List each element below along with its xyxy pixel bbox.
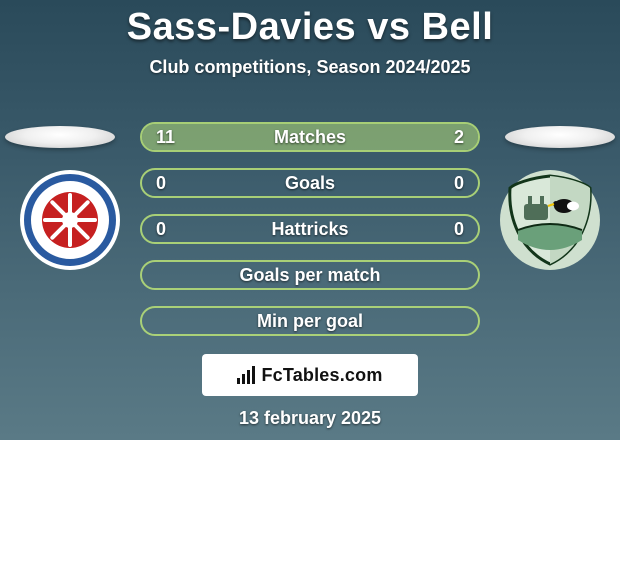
stat-label: Hattricks	[271, 219, 348, 240]
stat-fill-right	[404, 124, 478, 150]
page-title: Sass-Davies vs Bell	[0, 0, 620, 49]
stat-value-left: 0	[156, 173, 166, 194]
brand-badge: FcTables.com	[202, 354, 418, 396]
stat-row-matches: 11 Matches 2	[140, 122, 480, 152]
shield-icon	[500, 170, 600, 270]
notts-county-crest	[500, 170, 600, 270]
stat-label: Matches	[274, 127, 346, 148]
player-platform-right	[505, 126, 615, 148]
stat-value-right: 0	[454, 219, 464, 240]
player-platform-left	[5, 126, 115, 148]
page-subtitle: Club competitions, Season 2024/2025	[0, 57, 620, 78]
stats-container: 11 Matches 2 0 Goals 0 0 Hattricks 0 Goa…	[140, 122, 480, 352]
crest-ship-wheel-icon	[42, 192, 98, 248]
brand-text: FcTables.com	[261, 365, 382, 386]
stat-row-goals: 0 Goals 0	[140, 168, 480, 198]
stat-row-goals-per-match: Goals per match	[140, 260, 480, 290]
stat-value-left: 11	[156, 127, 175, 148]
stat-row-min-per-goal: Min per goal	[140, 306, 480, 336]
hartlepool-united-crest	[20, 170, 120, 270]
stat-label: Min per goal	[257, 311, 363, 332]
stat-row-hattricks: 0 Hattricks 0	[140, 214, 480, 244]
stat-label: Goals per match	[239, 265, 380, 286]
stat-label: Goals	[285, 173, 335, 194]
bar-chart-icon	[237, 366, 255, 384]
comparison-card: Sass-Davies vs Bell Club competitions, S…	[0, 0, 620, 440]
comparison-date: 13 february 2025	[0, 408, 620, 429]
stat-value-right: 2	[454, 127, 464, 148]
stat-value-left: 0	[156, 219, 166, 240]
stat-value-right: 0	[454, 173, 464, 194]
